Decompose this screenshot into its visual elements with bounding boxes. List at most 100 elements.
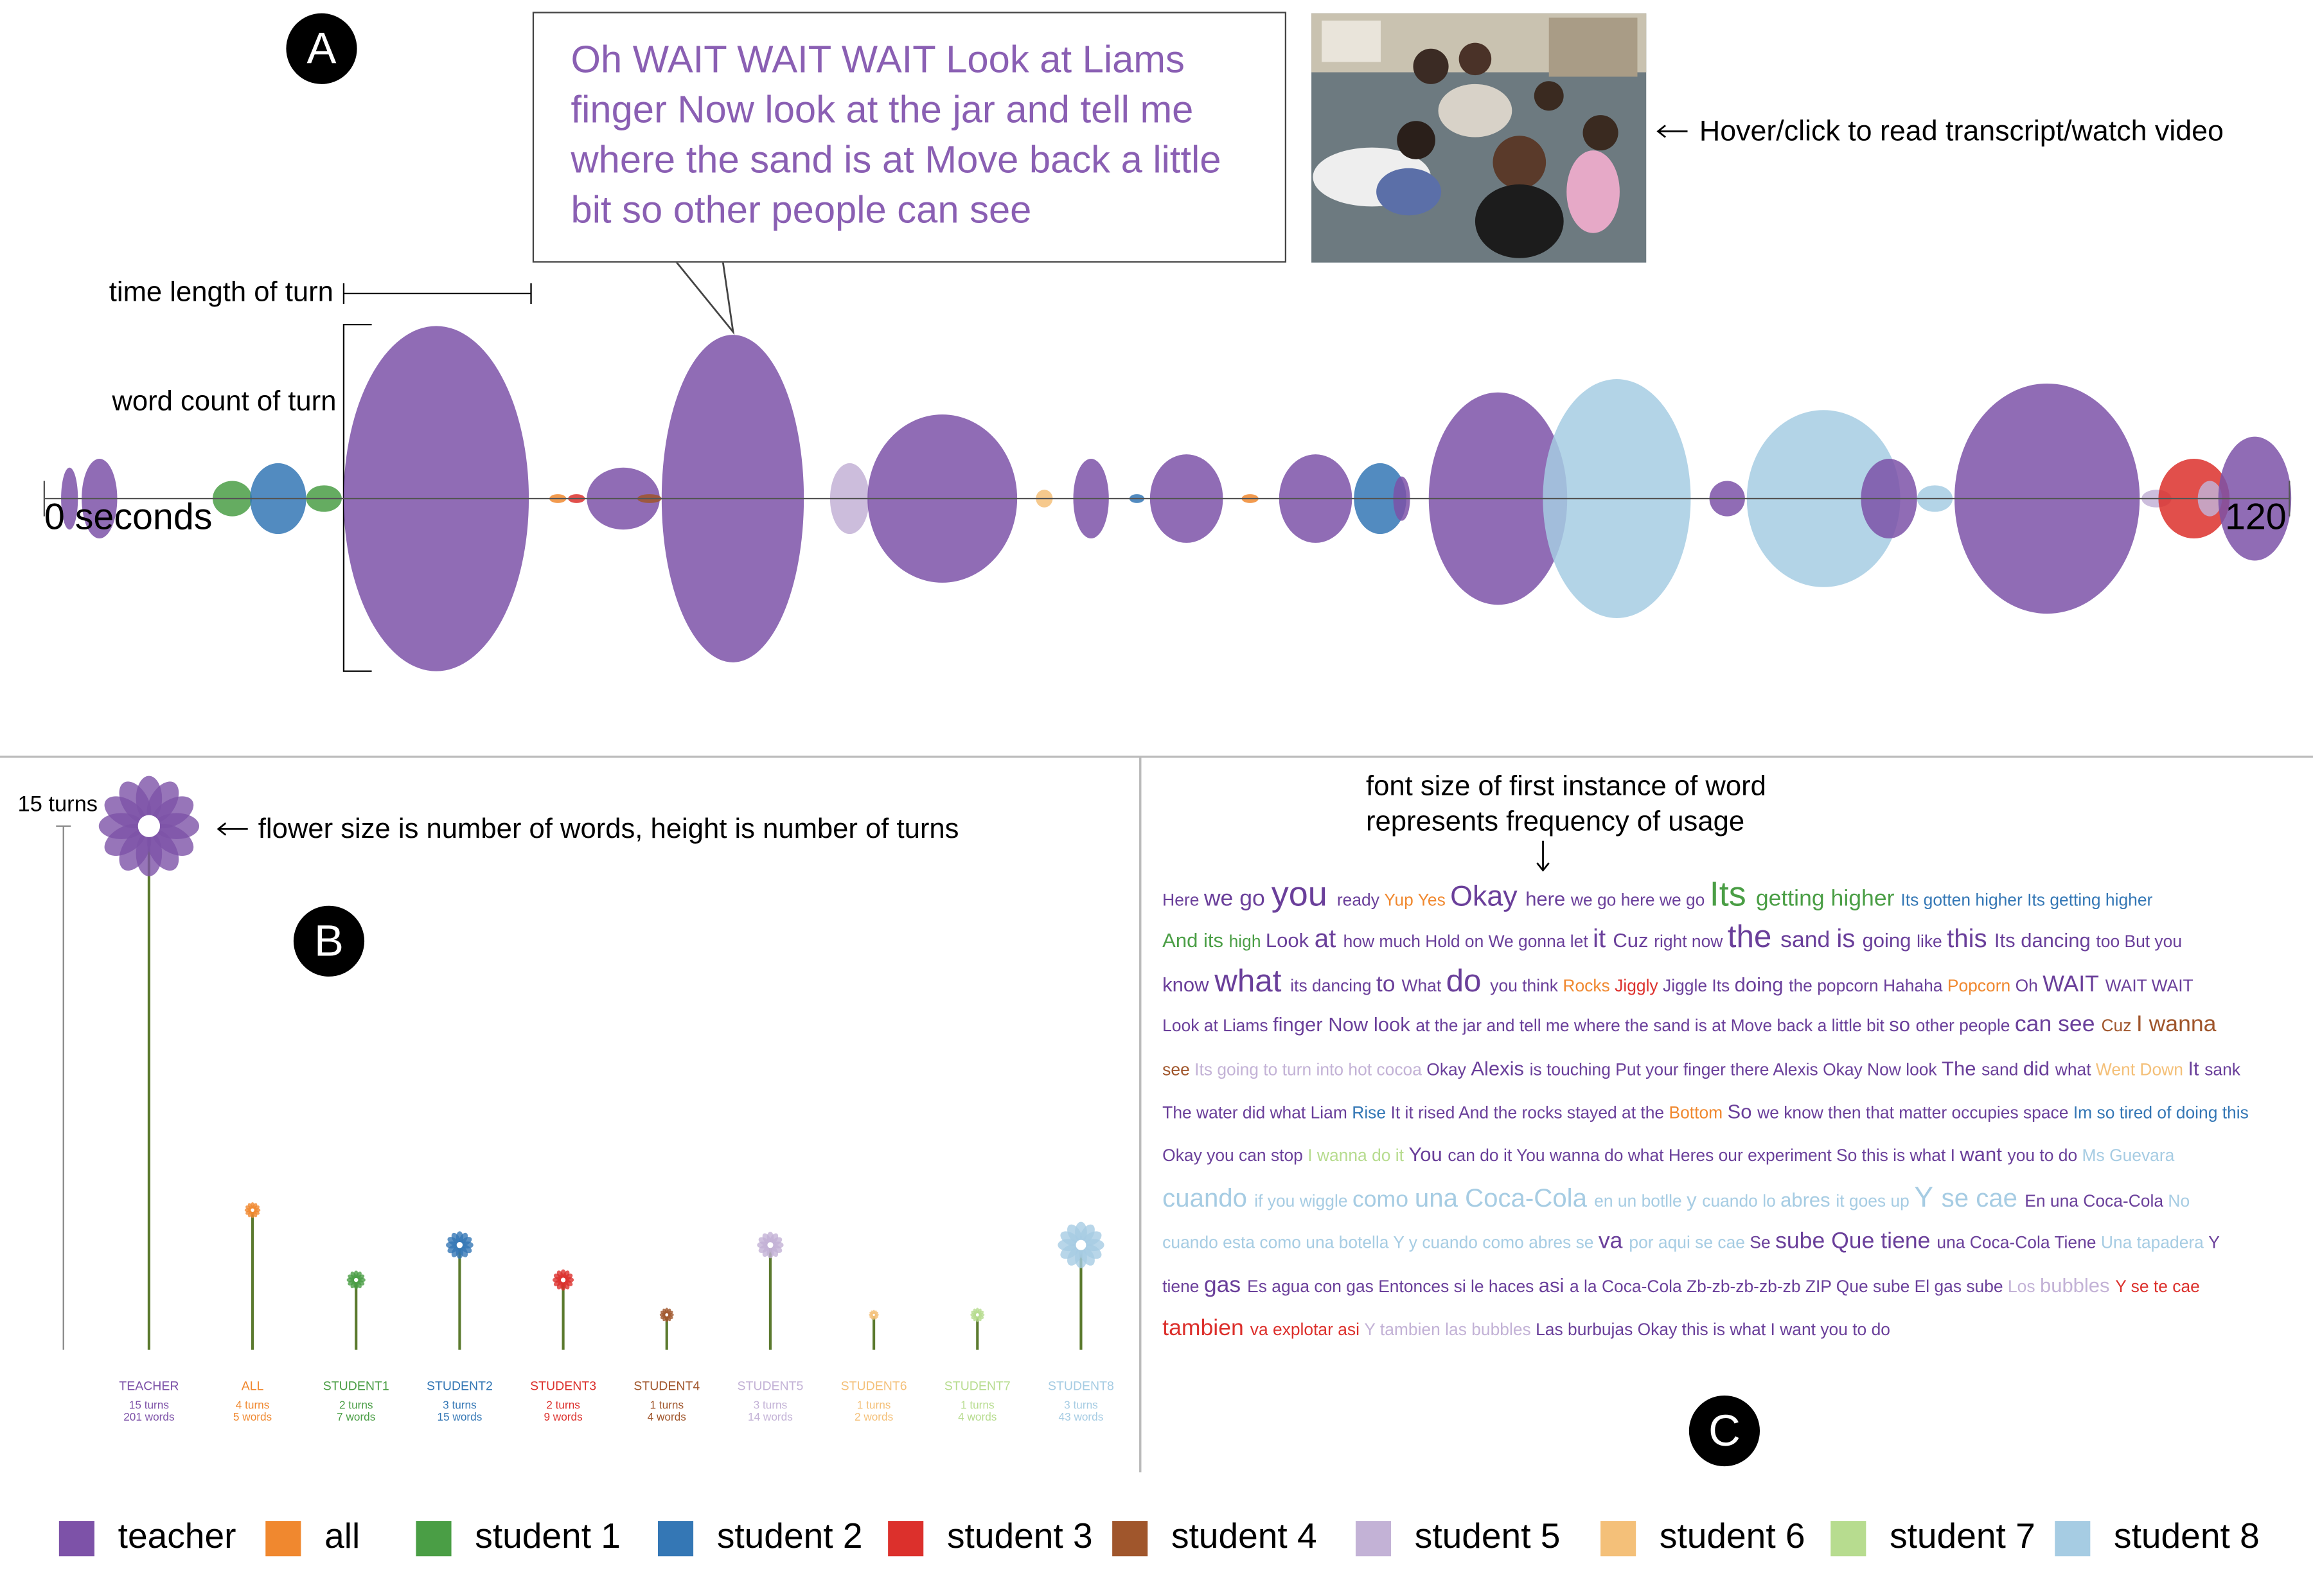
legend-swatch (58, 1521, 94, 1557)
flower-center (873, 1313, 875, 1317)
cloud-word: is touching Put your finger there Alexis… (1529, 1061, 1937, 1079)
cloud-word: Y (2208, 1234, 2220, 1253)
flower-turns: 4 turns (236, 1399, 270, 1412)
x-tick-label: 120 (2225, 496, 2287, 537)
petal (247, 1203, 253, 1210)
cloud-word: you (1271, 874, 1327, 914)
cloud-word: It it rised And the rocks stayed at the (1390, 1104, 1665, 1123)
cloud-word: at the jar and tell me where the sand is… (1415, 1018, 1827, 1036)
callout-pointer (675, 260, 735, 335)
cloud-word: sand (1981, 1061, 2019, 1079)
x-tick-label: 0 seconds (44, 496, 213, 537)
legend-swatch (657, 1521, 694, 1557)
cloud-word: Es agua con gas Entonces si le haces (1247, 1278, 1534, 1297)
flower-name: STUDENT8 (1048, 1379, 1114, 1393)
y-tick-label: 15 turns (18, 792, 98, 817)
cloud-word: too But you (2096, 934, 2183, 952)
flower-center (354, 1277, 359, 1282)
cloud-word: Popcorn (1947, 977, 2011, 996)
cloud-word: Y se te cae (2115, 1278, 2200, 1297)
cloud-word: sank (2204, 1061, 2240, 1079)
cloud-word: you to do (2007, 1148, 2078, 1166)
cloud-word: como (1352, 1187, 1408, 1212)
legend-label: student 2 (717, 1516, 863, 1556)
flower-words: 2 words (855, 1410, 893, 1423)
video-hint: Hover/click to read transcript/watch vid… (1699, 114, 2224, 146)
cloud-word: Bottom (1669, 1104, 1723, 1123)
cloud-word: Yup Yes (1384, 892, 1446, 910)
panel-badge (293, 905, 365, 977)
cloud-line: Look at Liams finger Now look at the jar and… (1162, 1004, 2305, 1047)
cloud-word: Ms Guevara (2082, 1148, 2175, 1166)
flower-head (98, 776, 200, 876)
cloud-word: the (1727, 919, 1772, 955)
cloud-word: a la Coca-Cola Zb-zb-zb-zb-zb ZIP Que su… (1570, 1278, 2003, 1297)
legend-swatch (1600, 1521, 1636, 1557)
cloud-line: tiene gas Es agua con gas Entonces si le h… (1162, 1263, 2305, 1306)
cloud-word: What (1401, 977, 1442, 996)
cloud-word: how much Hold on We gonna let (1343, 934, 1588, 952)
flower-head (244, 1202, 261, 1218)
cloud-word: asi (1538, 1273, 1564, 1297)
cloud-line: cuando if you wiggle como una Coca-Cola en u… (1162, 1177, 2305, 1220)
flower-head (970, 1308, 985, 1322)
petal (451, 1232, 461, 1245)
legend-swatch (2055, 1521, 2091, 1557)
cloud-word: sube Que tiene (1775, 1228, 1931, 1254)
flower-turns: 2 turns (546, 1399, 580, 1412)
cloud-word: Now (1328, 1013, 1369, 1036)
petal (350, 1272, 357, 1280)
flower-center (560, 1277, 566, 1282)
flower-head (346, 1270, 366, 1290)
word-count-label: word count of turn (111, 386, 336, 416)
cloud-word: You (1408, 1144, 1442, 1166)
flower-turns: 1 turns (857, 1399, 891, 1412)
flower-head (659, 1308, 674, 1322)
cloud-word: Here (1162, 892, 1200, 910)
flower-center (1076, 1239, 1086, 1250)
petal (662, 1308, 668, 1315)
flower-center (665, 1313, 669, 1317)
cloud-word: cuando esta como una botella Y y cuando … (1162, 1234, 1594, 1253)
cloud-word: Went Down (2095, 1061, 2183, 1079)
cloud-word: tambien (1162, 1315, 1244, 1341)
cloud-word: what (2055, 1061, 2091, 1079)
cloud-word: WAIT (2043, 971, 2099, 997)
video-thumbnail[interactable] (1311, 13, 1647, 263)
cloud-word: cuando (1162, 1182, 1248, 1212)
cloud-word: finger (1272, 1013, 1323, 1036)
cloud-word: see (1162, 1061, 1190, 1079)
cloud-word: Oh (2015, 977, 2038, 996)
cloud-word: The (1942, 1057, 1976, 1079)
cloud-word: Okay (1426, 1061, 1466, 1079)
flower-head (553, 1269, 574, 1291)
legend-swatch (888, 1521, 924, 1557)
cloud-word: Los (2007, 1278, 2035, 1297)
cloud-word: y (1687, 1188, 1697, 1211)
flower-center (767, 1242, 774, 1248)
flower-words: 9 words (544, 1410, 582, 1423)
cloud-line: see Its going to turn into hot cocoa Okay A… (1162, 1047, 2305, 1090)
flower-name: STUDENT3 (530, 1379, 596, 1393)
flower-turns: 15 turns (129, 1399, 169, 1412)
flower-head (1058, 1221, 1104, 1268)
cloud-word: Rise (1352, 1104, 1387, 1123)
note-arrow-head (217, 822, 227, 836)
legend: teacher all student 1 student 2 student 3 stu… (58, 1516, 2260, 1557)
legend-label: student 1 (475, 1516, 621, 1556)
cloud-word: Okay (1450, 880, 1518, 914)
petal (119, 781, 152, 823)
legend-swatch (1830, 1521, 1866, 1557)
cloud-word: Y tambien las bubbles (1364, 1321, 1531, 1340)
cloud-word: high (1228, 934, 1261, 952)
legend-label: teacher (118, 1516, 236, 1556)
cloud-word: cuando lo (1702, 1193, 1776, 1211)
cloud-word: we go here we go (1570, 892, 1705, 910)
cloud-word: getting higher (1755, 886, 1895, 912)
cloud-word: en un botlle (1594, 1193, 1682, 1211)
cloud-word: Alexis (1471, 1057, 1525, 1079)
cloud-word: sand (1780, 928, 1830, 954)
cloud-word: Its (1709, 874, 1746, 914)
panel-label: B (314, 916, 344, 966)
